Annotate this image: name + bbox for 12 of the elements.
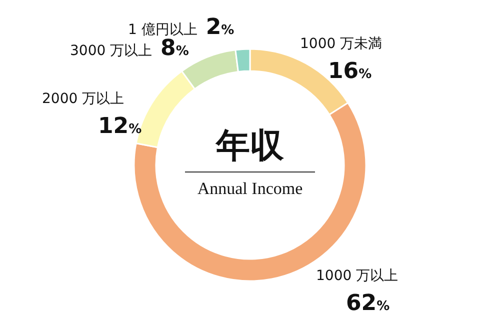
slice-label: 3000 万以上: [70, 43, 157, 59]
data-label: 8%: [160, 36, 189, 61]
data-label: 2%: [206, 15, 234, 40]
slice-label: 1000 万以上: [316, 268, 398, 284]
slice-label: 2000 万以上: [42, 91, 124, 107]
text: 年収: [215, 126, 285, 166]
slice-label: 1 億円以上: [128, 22, 202, 38]
slice-label: 1000 万未満: [300, 36, 382, 52]
data-label: 62%: [346, 291, 390, 316]
data-label: 12%: [98, 114, 142, 139]
data-label: 16%: [328, 59, 372, 84]
text: Annual Income: [197, 179, 303, 198]
